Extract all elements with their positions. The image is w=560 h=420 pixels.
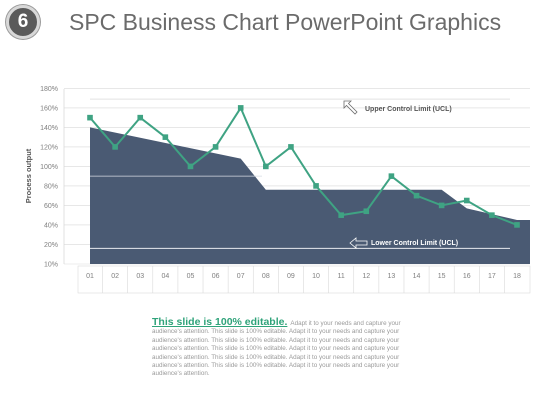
data-point	[162, 134, 169, 140]
y-tick-label: 160%	[40, 105, 58, 112]
data-point	[112, 144, 118, 150]
y-tick-label: 180%	[40, 86, 58, 93]
x-tick-label: 01	[86, 273, 94, 280]
ucl-arrow-shape	[343, 100, 358, 115]
y-axis-label: Process output	[24, 148, 33, 203]
data-point	[438, 202, 445, 209]
y-tick-label: 140%	[40, 125, 58, 132]
x-tick-label: 07	[237, 273, 245, 280]
lcl-arrow-shape	[349, 237, 368, 249]
x-tick-label: 09	[287, 273, 295, 280]
data-point	[313, 183, 319, 189]
slide-number: 6	[17, 11, 29, 32]
data-point	[388, 173, 395, 179]
x-tick-label: 17	[488, 273, 496, 280]
x-tick-label: 16	[463, 273, 471, 280]
x-tick-label: 02	[111, 273, 119, 280]
x-tick-label: 18	[513, 273, 521, 280]
data-point	[137, 114, 144, 121]
ucl-arrow-icon	[343, 100, 358, 115]
y-tick-label: 10%	[44, 262, 58, 269]
data-point	[212, 144, 219, 150]
x-axis-band	[77, 265, 531, 294]
x-tick-label: 06	[212, 273, 220, 280]
lcl-arrow-icon	[349, 237, 368, 249]
x-tick-label: 15	[438, 273, 446, 280]
data-point	[187, 163, 194, 170]
lcl-label: Lower Control Limit (UCL)	[371, 240, 458, 247]
data-point	[489, 212, 495, 218]
data-point	[363, 208, 370, 215]
series-line	[89, 105, 518, 226]
x-tick-label: 10	[312, 273, 320, 280]
description-body: Adapt it to your needs and capture your …	[152, 320, 401, 378]
x-tick-label: 11	[338, 273, 345, 280]
y-tick-label: 60%	[44, 203, 58, 210]
data-point	[87, 114, 93, 121]
y-tick-label: 120%	[40, 144, 58, 151]
process-area	[90, 127, 530, 265]
x-tick-label: 13	[388, 273, 396, 280]
data-point	[338, 212, 344, 218]
x-tick-label: 05	[187, 273, 195, 280]
description-block: This slide is 100% editable. Adapt it to …	[152, 316, 408, 379]
description-lead: This slide is 100% editable.	[152, 316, 288, 328]
y-tick-label: 100%	[40, 164, 58, 171]
data-point	[514, 222, 520, 228]
x-tick-label: 03	[136, 273, 144, 280]
data-point	[237, 105, 244, 111]
x-tick-label: 04	[161, 273, 169, 280]
data-point	[263, 163, 269, 170]
x-tick-label: 12	[362, 273, 370, 280]
y-tick-label: 40%	[44, 222, 58, 229]
slide-number-badge: 6	[6, 5, 40, 39]
ucl-label: Upper Control Limit (UCL)	[365, 106, 452, 113]
y-tick-label: 20%	[44, 242, 58, 249]
x-tick-label: 08	[262, 273, 270, 280]
slide-title: SPC Business Chart PowerPoint Graphics	[69, 9, 502, 35]
x-tick-label: 14	[413, 273, 421, 280]
data-point	[463, 197, 470, 204]
y-tick-label: 80%	[44, 183, 58, 190]
data-point	[288, 144, 294, 150]
data-point	[413, 192, 420, 199]
spc-chart: 10% 20% 40% 60% 80% 100% 120% 140% 160% 180% Proce…	[24, 86, 531, 294]
